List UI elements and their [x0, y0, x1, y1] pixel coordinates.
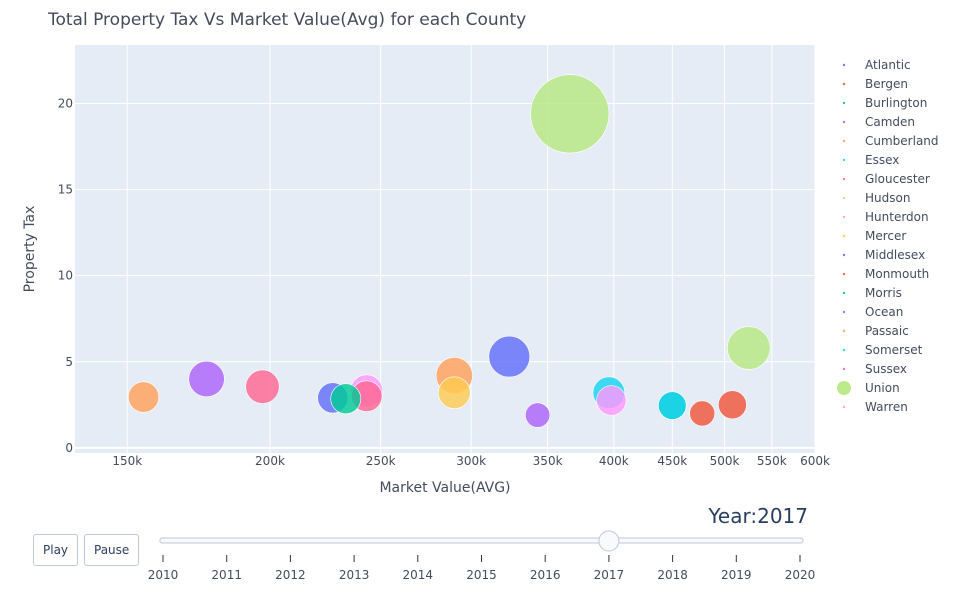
legend-item-middlesex[interactable]: Middlesex — [865, 248, 925, 262]
legend-marker-bergen — [842, 82, 846, 86]
x-tick-label: 600k — [800, 454, 830, 468]
slider-year-2016[interactable]: 2016 — [530, 568, 561, 582]
legend-marker-hunterdon — [842, 215, 846, 219]
legend-marker-essex — [842, 158, 846, 162]
legend-marker-middlesex — [842, 253, 846, 257]
slider-rail[interactable] — [159, 537, 804, 544]
y-axis-ticks: 0 5 10 15 20 — [58, 97, 73, 455]
legend-marker-morris — [842, 291, 846, 295]
slider-year-2020[interactable]: 2020 — [785, 568, 816, 582]
legend-item-mercer[interactable]: Mercer — [865, 229, 906, 243]
bubble-monmouth[interactable] — [689, 400, 716, 427]
slider-year-2010[interactable]: 2010 — [148, 568, 179, 582]
legend-item-sussex[interactable]: Sussex — [865, 362, 907, 376]
x-tick-label: 150k — [112, 454, 142, 468]
legend-item-essex[interactable]: Essex — [865, 153, 899, 167]
legend-item-bergen[interactable]: Bergen — [865, 77, 908, 91]
x-tick-label: 350k — [533, 454, 563, 468]
bubble-cumberland[interactable] — [127, 381, 160, 413]
bubble-hudson[interactable] — [530, 74, 610, 154]
slider-year-2018[interactable]: 2018 — [657, 568, 688, 582]
slider-year-2012[interactable]: 2012 — [275, 568, 306, 582]
legend-item-somerset[interactable]: Somerset — [865, 343, 923, 357]
bubble-hunterdon[interactable] — [596, 385, 627, 416]
chart-title: Total Property Tax Vs Market Value(Avg) … — [47, 10, 526, 30]
legend-marker-gloucester — [842, 177, 846, 181]
x-tick-label: 500k — [710, 454, 740, 468]
y-tick-label: 5 — [65, 355, 73, 369]
x-tick-label: 300k — [456, 454, 486, 468]
bubble-burlington[interactable] — [330, 383, 362, 415]
pause-button[interactable]: Pause — [84, 534, 140, 566]
x-axis-ticks: 150k 200k 250k 300k 350k 400k 450k 500k 550k 600k — [112, 454, 830, 468]
bubble-camden[interactable] — [188, 360, 225, 398]
slider-year-2011[interactable]: 2011 — [211, 568, 242, 582]
y-tick-label: 0 — [65, 441, 73, 455]
legend-marker-atlantic — [842, 63, 846, 67]
legend-marker-burlington — [842, 101, 846, 105]
legend-marker-hudson — [842, 196, 846, 200]
legend-marker-camden — [842, 120, 846, 124]
y-axis-title: Property Tax — [22, 206, 38, 293]
current-year-label: Year:2017 — [707, 504, 808, 528]
y-tick-label: 15 — [58, 183, 73, 197]
y-tick-label: 10 — [58, 269, 73, 283]
bubble-sussex[interactable] — [245, 369, 280, 404]
legend-item-hudson[interactable]: Hudson — [865, 191, 910, 205]
legend-marker-ocean — [842, 310, 846, 314]
legend-marker-cumberland — [842, 139, 846, 143]
x-axis-title: Market Value(AVG) — [379, 480, 510, 496]
grid-lines — [75, 45, 816, 453]
legend-item-passaic[interactable]: Passaic — [865, 324, 909, 338]
x-tick-label: 400k — [599, 454, 629, 468]
bubble-somerset[interactable] — [658, 391, 687, 420]
legend-marker-somerset — [842, 348, 846, 352]
legend-marker-union — [837, 381, 851, 395]
legend: Atlantic Bergen Burlington Camden Cumberland… — [837, 58, 939, 414]
bubble-union[interactable] — [727, 326, 771, 370]
slider-grip[interactable] — [598, 530, 620, 552]
legend-item-ocean[interactable]: Ocean — [865, 305, 903, 319]
legend-item-atlantic[interactable]: Atlantic — [865, 58, 911, 72]
legend-marker-mercer — [842, 234, 846, 238]
x-tick-label: 550k — [757, 454, 787, 468]
legend-marker-sussex — [842, 367, 846, 371]
slider-year-2015[interactable]: 2015 — [466, 568, 497, 582]
bubble-middlesex[interactable] — [488, 335, 531, 378]
bubble-ocean[interactable] — [525, 402, 551, 428]
legend-item-warren[interactable]: Warren — [865, 400, 908, 414]
legend-item-monmouth[interactable]: Monmouth — [865, 267, 929, 281]
legend-item-union[interactable]: Union — [865, 381, 900, 395]
bubble-bergen[interactable] — [718, 390, 747, 420]
y-tick-label: 20 — [58, 97, 73, 111]
legend-item-cumberland[interactable]: Cumberland — [865, 134, 939, 148]
legend-marker-monmouth — [842, 272, 846, 276]
play-button[interactable]: Play — [33, 534, 79, 566]
slider-year-2017[interactable]: 2017 — [594, 568, 625, 582]
legend-item-camden[interactable]: Camden — [865, 115, 915, 129]
bubbles — [127, 74, 771, 428]
slider-ticks: 2010 2011 2012 2013 2014 2015 2016 2017 2018 2019… — [148, 555, 816, 582]
legend-item-hunterdon[interactable]: Hunterdon — [865, 210, 929, 224]
slider-year-2013[interactable]: 2013 — [339, 568, 370, 582]
slider-year-2014[interactable]: 2014 — [403, 568, 434, 582]
legend-marker-warren — [842, 405, 846, 409]
legend-item-burlington[interactable]: Burlington — [865, 96, 927, 110]
legend-item-morris[interactable]: Morris — [865, 286, 902, 300]
slider-year-2019[interactable]: 2019 — [721, 568, 752, 582]
legend-item-gloucester[interactable]: Gloucester — [865, 172, 930, 186]
x-tick-label: 250k — [366, 454, 396, 468]
legend-marker-passaic — [842, 329, 846, 333]
x-tick-label: 450k — [657, 454, 687, 468]
x-tick-label: 200k — [255, 454, 285, 468]
bubble-mercer[interactable] — [438, 376, 471, 409]
